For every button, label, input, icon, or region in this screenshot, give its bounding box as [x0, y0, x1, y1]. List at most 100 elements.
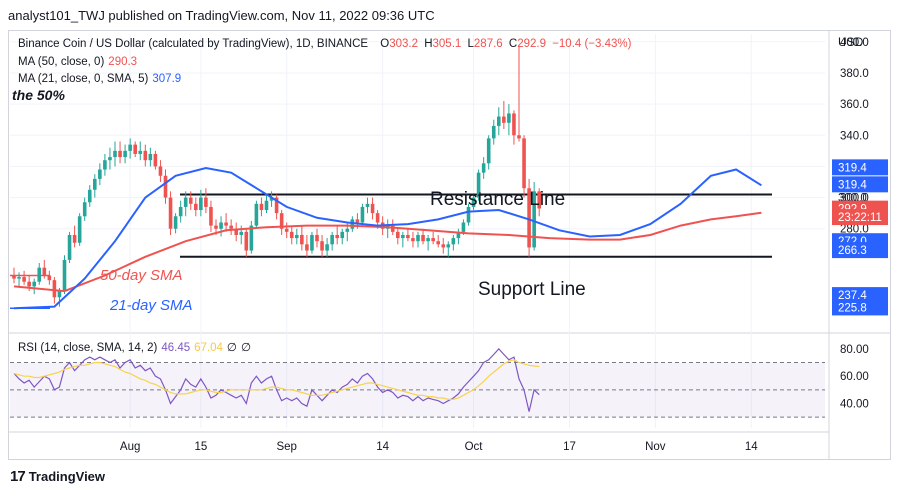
- candle-body: [476, 172, 481, 198]
- x-tick-label: 17: [563, 441, 576, 453]
- candle-body: [249, 225, 254, 251]
- legend-rsi[interactable]: RSI (14, close, SMA, 14, 2) 46.45 67.04 ∅ ∅: [18, 340, 251, 354]
- close-label: C: [508, 38, 518, 50]
- tradingview-logo-icon: 17: [10, 468, 26, 485]
- price-label-bg: [832, 242, 888, 259]
- ma21-line: [13, 166, 762, 310]
- candle-body: [67, 234, 72, 260]
- candle-body: [27, 281, 31, 287]
- candle-body: [108, 157, 112, 161]
- footer-brand: TradingView: [28, 469, 106, 484]
- rsi-tick-label: 80.00: [840, 344, 869, 356]
- price-label-bg: [832, 209, 888, 226]
- x-tick-label: Sep: [276, 441, 296, 453]
- candle-body: [421, 234, 425, 242]
- ma21-label: MA (21, close, 0, SMA, 5): [18, 73, 149, 85]
- price-label-bg: [832, 159, 888, 176]
- candle-body: [87, 189, 92, 203]
- candle-body: [37, 267, 42, 282]
- candle-body: [62, 259, 67, 292]
- candle-body: [507, 113, 511, 123]
- candle-body: [390, 225, 395, 232]
- candle-body: [502, 116, 506, 123]
- candle-body: [300, 234, 304, 245]
- candle-body: [214, 225, 218, 229]
- candle-body: [52, 280, 57, 298]
- open-value: 303.2: [389, 38, 418, 50]
- candle-body: [522, 138, 526, 189]
- rsi-tick-label: 60.00: [840, 371, 869, 383]
- candle-body: [77, 216, 82, 243]
- candle-body: [451, 238, 456, 245]
- rsi-tick-label: 40.00: [840, 398, 869, 410]
- legend-title: Binance Coin / US Dollar (calculated by …: [18, 38, 631, 50]
- candle-body: [527, 188, 531, 248]
- candle-body: [148, 153, 153, 161]
- candle-body: [365, 203, 370, 207]
- candle-body: [274, 197, 279, 214]
- candle-body: [360, 206, 365, 223]
- candle-body: [234, 228, 238, 235]
- annotation-resistance: Resistance Line: [430, 189, 565, 210]
- candle-body: [517, 135, 521, 139]
- candle-body: [47, 275, 52, 281]
- candle-body: [269, 197, 274, 201]
- x-tick-label: 14: [376, 441, 389, 453]
- candle-body: [320, 241, 324, 251]
- candle-body: [98, 169, 102, 179]
- candle-body: [497, 116, 501, 126]
- candle-body: [330, 234, 334, 245]
- y-tick-label: 280.0: [840, 224, 869, 236]
- candle-body: [57, 291, 62, 298]
- candle-body: [532, 191, 536, 248]
- ma50-value: 290.3: [108, 56, 138, 68]
- candle-body: [305, 244, 309, 251]
- footer[interactable]: 17 TradingView: [10, 468, 105, 485]
- annotation-50-day-sma: 50-day SMA: [100, 267, 183, 284]
- candle-body: [289, 231, 294, 239]
- open-label: O: [380, 38, 390, 50]
- ma50-line: [13, 211, 762, 293]
- candle-body: [219, 222, 223, 229]
- chart-frame[interactable]: [8, 30, 891, 460]
- candle-body: [259, 203, 264, 211]
- rsi-null-icon: ∅: [226, 342, 237, 354]
- candle-body: [224, 222, 228, 226]
- price-label: 266.3: [838, 245, 867, 257]
- publish-info: analyst101_TWJ published on TradingView.…: [8, 8, 435, 23]
- candle-body: [239, 231, 244, 235]
- legend-ma50[interactable]: MA (50, close, 0) 290.3: [18, 56, 137, 68]
- candle-body: [168, 197, 173, 229]
- candle-body: [416, 234, 420, 242]
- candle-body: [446, 244, 451, 248]
- candle-body: [456, 231, 461, 239]
- candle-body: [178, 206, 183, 217]
- candle-body: [406, 234, 410, 239]
- candle-body: [441, 244, 446, 248]
- ma50-label: MA (50, close, 0): [18, 56, 105, 68]
- y-tick-label: 400.0: [840, 37, 869, 49]
- candle-body: [209, 206, 213, 226]
- candle-body: [355, 219, 360, 223]
- candle-body: [118, 150, 122, 158]
- candle-body: [138, 150, 143, 154]
- candle-body: [244, 231, 249, 251]
- high-value: 305.1: [432, 38, 462, 50]
- candle-body: [345, 228, 350, 232]
- candle-body: [436, 241, 440, 245]
- candle-body: [254, 203, 259, 226]
- candle-body: [133, 144, 137, 154]
- candle-body: [411, 238, 415, 242]
- candle-body: [335, 234, 339, 239]
- candle-body: [512, 113, 516, 136]
- candle-body: [204, 197, 208, 207]
- ma21-value: 307.9: [152, 73, 182, 85]
- candle-body: [229, 225, 233, 229]
- candle-body: [183, 197, 188, 207]
- candle-body: [128, 144, 132, 151]
- legend-ma21[interactable]: MA (21, close, 0, SMA, 5) 307.9: [18, 73, 181, 85]
- rsi-ma-line: [13, 359, 540, 400]
- rsi-ma-value: 67.04: [194, 342, 223, 354]
- candle-body: [310, 234, 314, 251]
